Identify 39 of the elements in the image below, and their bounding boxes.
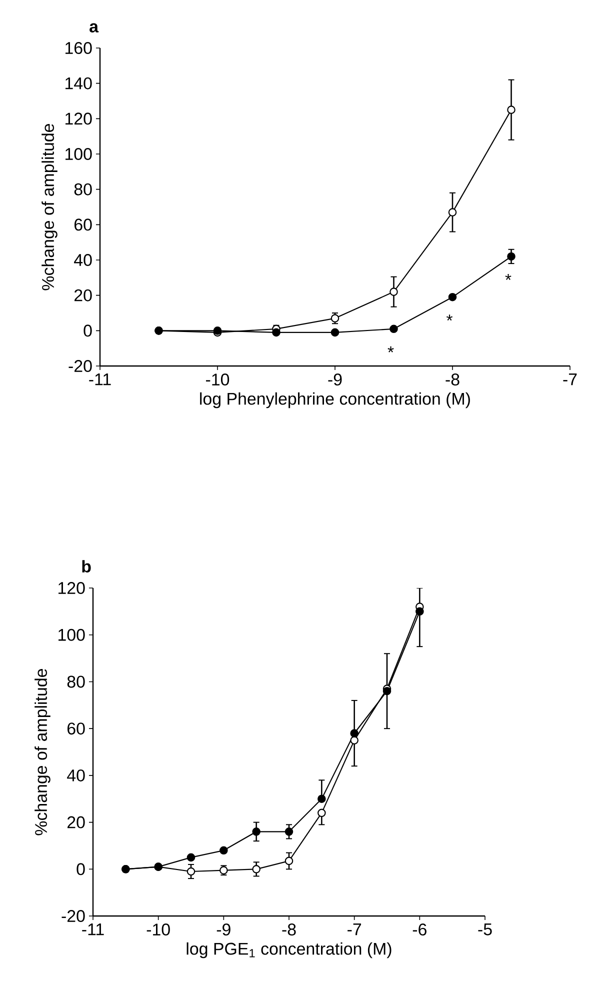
y-tick-label: 120 <box>58 582 85 594</box>
x-tick-label: -9 <box>216 924 230 936</box>
annotation: * <box>446 314 453 321</box>
chart-title: b <box>82 560 91 573</box>
x-tick-label: -11 <box>89 374 111 386</box>
y-axis-title: %change of amplitude <box>42 124 58 290</box>
x-tick-label: -9 <box>328 374 342 386</box>
chart-title: a <box>90 23 99 33</box>
x-tick-label: -10 <box>206 374 230 386</box>
y-tick-label: 0 <box>84 324 92 337</box>
y-tick-label: 60 <box>74 218 92 231</box>
x-tick-label: -11 <box>82 924 104 936</box>
x-tick-label: -5 <box>478 924 492 936</box>
y-tick-label: 100 <box>58 628 85 641</box>
x-tick-label: -8 <box>446 374 460 386</box>
annotation: * <box>388 346 394 352</box>
y-tick-label: 80 <box>67 676 85 688</box>
x-tick-label: -7 <box>563 374 577 386</box>
y-tick-label: 140 <box>66 77 92 90</box>
y-tick-label: 120 <box>66 112 92 125</box>
y-tick-label: -20 <box>68 360 92 372</box>
annotation: * <box>505 274 512 280</box>
y-tick-label: -20 <box>62 910 85 922</box>
y-tick-label: 0 <box>76 863 85 876</box>
x-axis-title: log Phenylephrine concentration (M) <box>200 392 470 408</box>
x-tick-label: -7 <box>348 924 362 936</box>
y-tick-label: 80 <box>74 183 92 196</box>
y-tick-label: 60 <box>68 722 85 735</box>
y-tick-label: 20 <box>68 816 85 828</box>
y-tick-label: 100 <box>66 148 92 160</box>
x-axis-title: log PGE$_{1}$ concentration (M) <box>186 942 392 958</box>
x-tick-label: -8 <box>282 924 296 936</box>
y-tick-label: 160 <box>66 42 92 54</box>
y-tick-label: 40 <box>67 769 85 782</box>
x-tick-label: -10 <box>146 924 170 936</box>
y-axis-title: %change of amplitude <box>34 669 50 836</box>
y-tick-label: 40 <box>74 254 92 266</box>
y-tick-label: 20 <box>74 289 92 302</box>
x-tick-label: -6 <box>412 924 426 936</box>
